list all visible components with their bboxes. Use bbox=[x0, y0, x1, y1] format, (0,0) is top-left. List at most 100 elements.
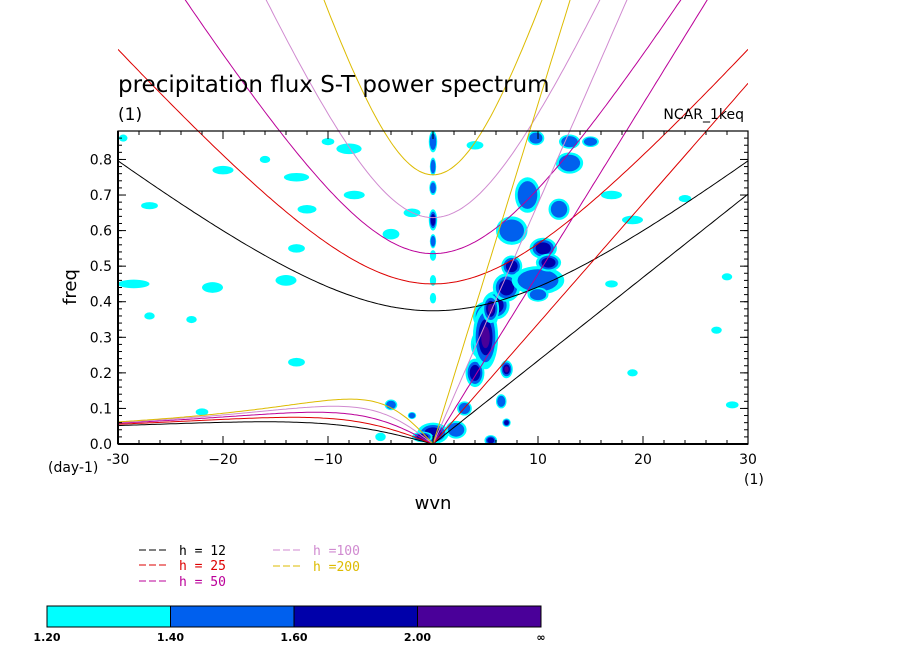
spectrum-patch bbox=[487, 304, 494, 314]
y-tick-label: 0.6 bbox=[90, 224, 112, 240]
chart-subtitle-right: NCAR_1keq bbox=[663, 107, 744, 123]
spectrum-patch bbox=[487, 437, 495, 444]
spectrum-patch bbox=[466, 140, 484, 150]
y-tick-label: 0.5 bbox=[90, 259, 112, 275]
y-tick-label: 0.0 bbox=[90, 437, 112, 453]
spectrum-patch bbox=[336, 143, 362, 155]
dispersion-curve-kelvin bbox=[432, 0, 708, 444]
x-unit-label: (1) bbox=[744, 472, 764, 488]
x-tick-label: 30 bbox=[739, 452, 757, 468]
x-axis-label: wvn bbox=[415, 493, 452, 514]
spectrum-patch bbox=[601, 190, 622, 200]
spectrum-patch bbox=[259, 155, 271, 164]
spectrum-patch bbox=[517, 269, 559, 292]
spectrum-patch bbox=[321, 138, 335, 146]
legend-label: h =100 bbox=[313, 544, 360, 559]
spectrum-patch bbox=[725, 401, 739, 409]
legend-label: h = 12 bbox=[179, 544, 226, 559]
y-tick-label: 0.2 bbox=[90, 366, 112, 382]
spectrum-patch bbox=[504, 420, 509, 426]
spectrum-patch bbox=[481, 326, 490, 349]
x-tick-label: 0 bbox=[429, 452, 438, 468]
spectrum-patch bbox=[288, 244, 305, 253]
spectrum-patch bbox=[283, 172, 310, 182]
spectrum-patch bbox=[186, 315, 197, 324]
colorbar-swatch bbox=[293, 605, 418, 628]
dispersion-curve-kelvin bbox=[432, 0, 628, 444]
spectrum-patch bbox=[202, 282, 223, 293]
chart-subtitle-left: (1) bbox=[118, 105, 142, 125]
y-tick-label: 0.4 bbox=[90, 295, 112, 311]
spectrum-patch bbox=[558, 154, 581, 172]
spectrum-patch bbox=[429, 275, 437, 286]
dispersion-curve-ig bbox=[265, 0, 601, 219]
y-tick-label: 0.3 bbox=[90, 330, 112, 346]
y-tick-label: 0.1 bbox=[90, 401, 112, 417]
dispersion-curve-kelvin bbox=[432, 0, 571, 444]
spectrum-patch bbox=[541, 257, 556, 268]
x-tick-label: 20 bbox=[634, 452, 652, 468]
spectrum-patch bbox=[535, 242, 551, 255]
spectrum-patch bbox=[447, 422, 465, 437]
colorbar-label: ∞ bbox=[536, 631, 545, 644]
x-tick-label: −10 bbox=[313, 452, 343, 468]
spectrum-patch bbox=[144, 312, 155, 320]
colorbar-label: 1.20 bbox=[33, 631, 60, 644]
spectrum-patch bbox=[550, 200, 568, 218]
dispersion-curve-rossby bbox=[118, 416, 434, 444]
spectrum-patch bbox=[561, 136, 578, 148]
dispersion-curve-rossby bbox=[118, 411, 434, 444]
spectrum-patch bbox=[429, 292, 437, 304]
spectrum-patch bbox=[297, 204, 317, 214]
spectrum-patch bbox=[119, 134, 128, 142]
spectrum-patch bbox=[721, 273, 733, 281]
dispersion-curve-ig bbox=[184, 0, 682, 255]
spectrum-patch bbox=[212, 165, 234, 175]
x-tick-label: 10 bbox=[529, 452, 547, 468]
spectrum-patch bbox=[408, 412, 416, 419]
spectrum-patch bbox=[429, 133, 437, 150]
colorbar-swatch bbox=[170, 605, 295, 628]
spectrum-patch bbox=[529, 289, 547, 301]
spectrum-patch bbox=[583, 137, 598, 146]
spectrum-patch bbox=[118, 279, 150, 289]
colorbar-swatch bbox=[417, 605, 542, 628]
x-tick-label: −20 bbox=[208, 452, 238, 468]
spectrum-patch bbox=[430, 235, 436, 247]
spectrum-patch bbox=[430, 182, 436, 194]
x-tick-label: -30 bbox=[107, 452, 130, 468]
spectrum-patch bbox=[343, 190, 365, 200]
spectrum-patch bbox=[622, 215, 643, 225]
dispersion-curve-kelvin bbox=[432, 193, 748, 444]
spectrum-patch bbox=[275, 275, 297, 286]
spectrum-patch bbox=[141, 202, 158, 210]
legend-label: h =200 bbox=[313, 560, 360, 575]
spectrum-patch bbox=[429, 250, 437, 261]
spectrum-patch bbox=[497, 395, 506, 407]
spectrum-patch bbox=[678, 195, 692, 203]
spectrum-patch bbox=[605, 280, 618, 288]
y-tick-label: 0.7 bbox=[90, 188, 112, 204]
spectrum-patch bbox=[195, 408, 209, 416]
colorbar-label: 1.60 bbox=[280, 631, 307, 644]
spectrum-patch bbox=[430, 213, 436, 226]
spectrum-patch bbox=[504, 366, 509, 373]
chart-title: precipitation flux S-T power spectrum bbox=[118, 72, 550, 98]
y-tick-label: 0.8 bbox=[90, 152, 112, 168]
spectrum-patch bbox=[430, 159, 436, 174]
spectrum-patch bbox=[627, 369, 638, 377]
dispersion-curve-kelvin bbox=[432, 82, 748, 444]
spectrum-patch bbox=[375, 432, 386, 442]
y-axis-label: freq bbox=[60, 269, 81, 305]
spectrum-patch bbox=[288, 357, 305, 367]
dispersion-curve-rossby bbox=[118, 398, 434, 444]
dispersion-curve-rossby bbox=[118, 405, 434, 444]
dispersion-curve-ig bbox=[118, 160, 748, 312]
spectrum-patch bbox=[517, 181, 538, 209]
colorbar-label: 2.00 bbox=[404, 631, 431, 644]
dispersion-curve-rossby bbox=[118, 421, 434, 444]
spectrum-patch bbox=[711, 326, 722, 334]
spectrum-patch bbox=[499, 219, 525, 242]
